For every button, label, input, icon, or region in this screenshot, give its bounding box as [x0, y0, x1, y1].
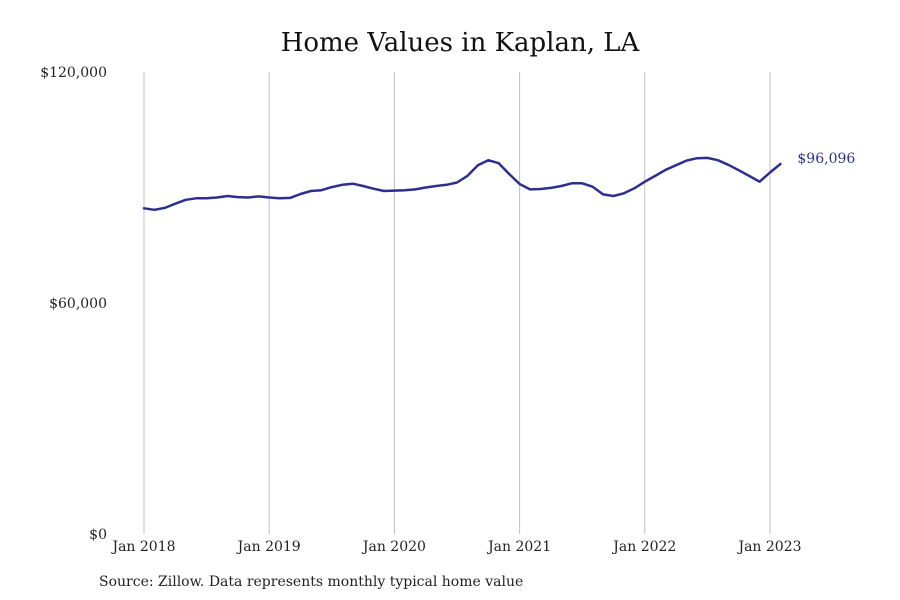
- series-line: [142, 156, 782, 212]
- x-tick-label: Jan 2020: [361, 539, 426, 555]
- x-axis: Jan 2018 Jan 2019 Jan 2020 Jan 2021 Jan 2022…: [110, 539, 801, 555]
- x-tick-label: Jan 2023: [736, 539, 801, 555]
- end-value-label: $96,096: [797, 151, 855, 167]
- source-note: Source: Zillow. Data represents monthly …: [99, 574, 523, 590]
- chart-title: Home Values in Kaplan, LA: [281, 28, 641, 58]
- y-axis: $0 $60,000 $120,000: [40, 65, 107, 543]
- y-tick-label: $60,000: [49, 296, 107, 312]
- gridlines: [143, 72, 771, 534]
- series-layer: [142, 156, 782, 212]
- y-tick-label: $120,000: [40, 65, 107, 81]
- x-tick-label: Jan 2022: [611, 539, 676, 555]
- x-tick-label: Jan 2021: [486, 539, 551, 555]
- x-tick-label: Jan 2018: [110, 539, 175, 555]
- x-tick-label: Jan 2019: [236, 539, 301, 555]
- y-tick-label: $0: [89, 527, 107, 543]
